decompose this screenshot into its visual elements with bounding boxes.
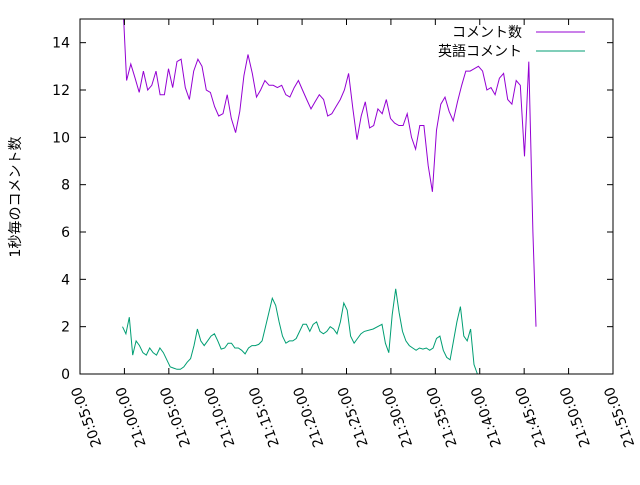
- series-line-2: [122, 288, 478, 374]
- y-axis-label: 1秒毎のコメント数: [8, 137, 24, 258]
- x-tick-label: 21:35:00: [424, 385, 461, 450]
- plot-frame: [79, 18, 614, 375]
- axes: 0 2 4 6 8 10 12 14 20:55:00 21:00:00 21:05:00 21:10…: [52, 18, 639, 450]
- x-tick-label: 21:40:00: [468, 385, 505, 450]
- x-tick-label: 21:20:00: [291, 385, 328, 450]
- y-tick-label: 10: [52, 130, 70, 146]
- y-tick-label: 6: [61, 225, 70, 241]
- plot-area: [122, 19, 537, 374]
- x-tick-label: 21:50:00: [557, 385, 594, 450]
- x-tick-label: 21:55:00: [602, 385, 639, 450]
- y-tick-label: 2: [61, 320, 70, 336]
- x-tick-label: 21:30:00: [380, 385, 417, 450]
- series-line-1: [123, 19, 537, 327]
- x-tick-label: 21:15:00: [246, 385, 283, 450]
- y-tick-label: 8: [61, 178, 70, 194]
- y-tick-label: 12: [52, 83, 70, 99]
- x-tick-label: 21:05:00: [158, 385, 195, 450]
- x-tick-label: 20:55:00: [69, 385, 106, 450]
- x-tick-label: 21:25:00: [335, 385, 372, 450]
- legend-label-1: コメント数: [452, 25, 522, 41]
- legend-label-2: 英語コメント: [438, 43, 522, 60]
- x-tick-label: 21:45:00: [513, 385, 550, 450]
- y-tick-label: 4: [61, 272, 70, 288]
- x-tick-label: 21:10:00: [202, 385, 239, 450]
- y-tick-label: 0: [61, 367, 70, 383]
- y-tick-label: 14: [52, 36, 70, 52]
- x-tick-label: 21:00:00: [113, 385, 150, 450]
